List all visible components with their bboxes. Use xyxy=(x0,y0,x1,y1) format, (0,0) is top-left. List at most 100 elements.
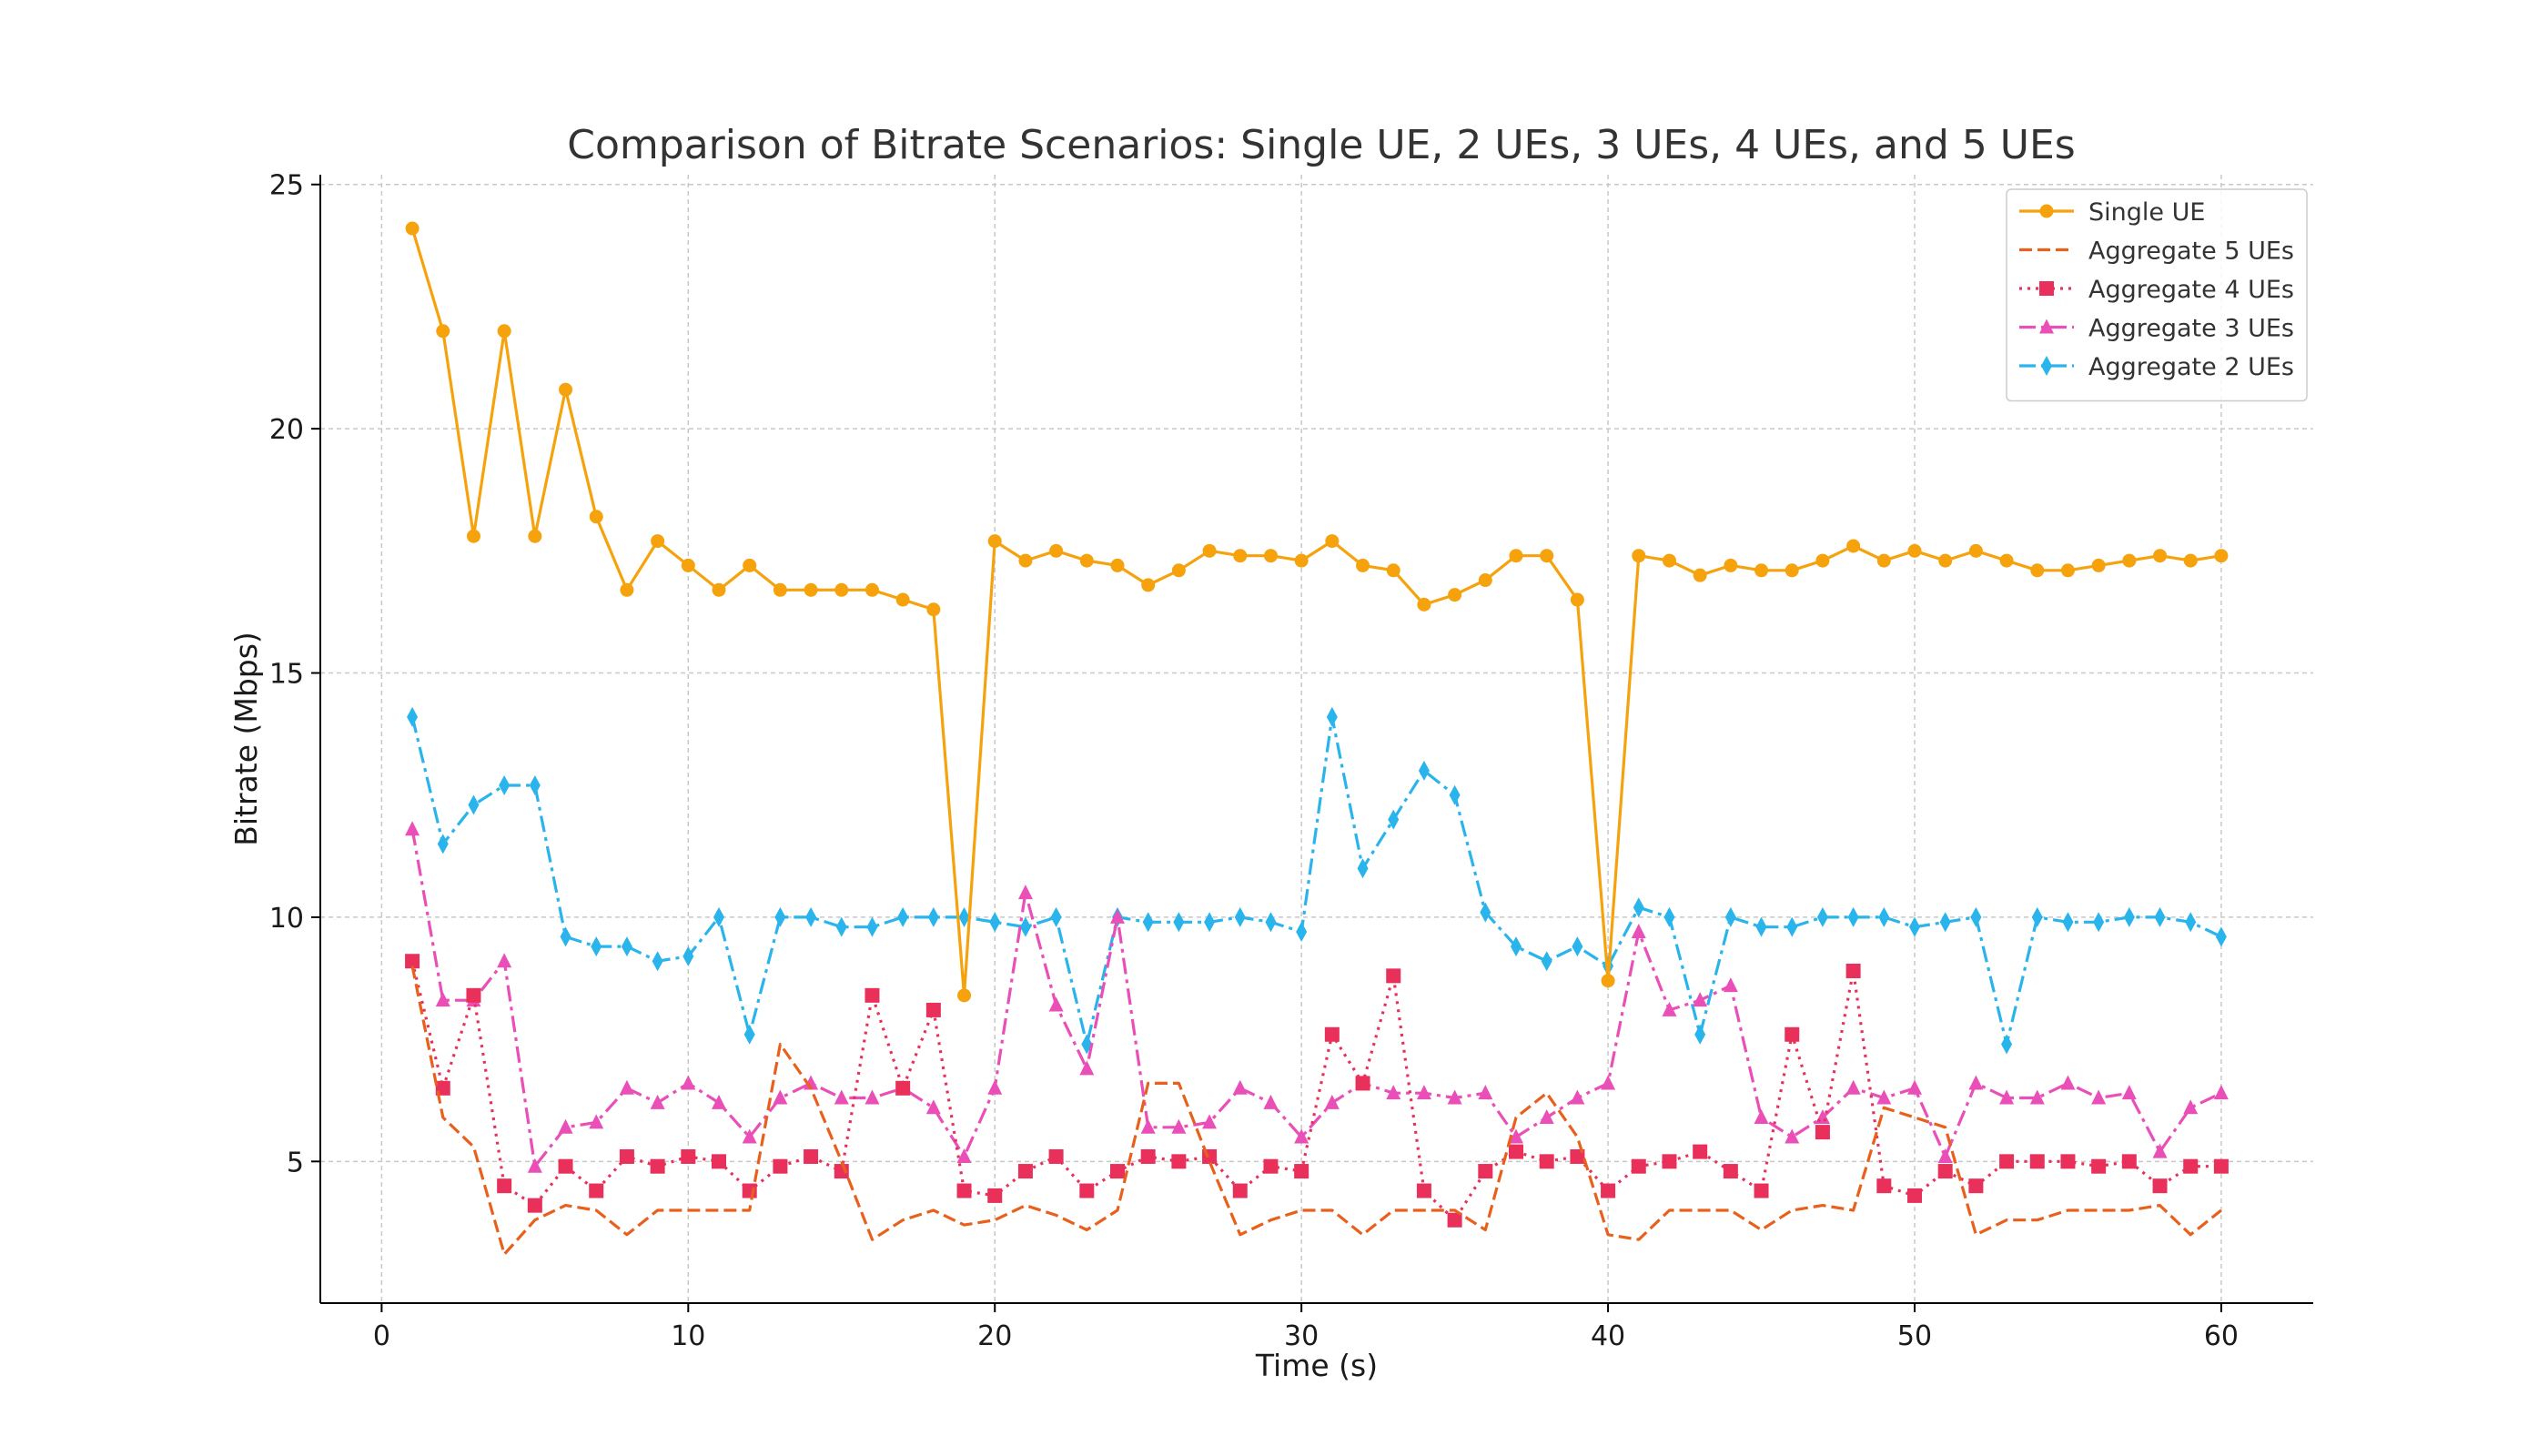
data-point xyxy=(895,592,910,607)
data-point xyxy=(1141,578,1156,592)
data-point xyxy=(2029,1089,2045,1105)
data-point xyxy=(2215,926,2227,947)
y-tick-label: 20 xyxy=(269,414,304,446)
data-point xyxy=(2213,1085,2229,1100)
data-point xyxy=(1234,906,1246,927)
data-point xyxy=(1142,912,1154,933)
data-point xyxy=(773,582,787,597)
data-point xyxy=(2091,558,2106,572)
data-point xyxy=(774,906,786,927)
data-point xyxy=(1447,1212,1462,1228)
legend-item: Aggregate 2 UEs xyxy=(2019,353,2294,381)
y-axis-label: Bitrate (Mbps) xyxy=(228,632,264,846)
data-point xyxy=(1050,906,1062,927)
data-point xyxy=(560,926,571,947)
x-tick-label: 0 xyxy=(373,1320,390,1352)
data-point xyxy=(987,1188,1003,1203)
legend-marker xyxy=(2039,318,2054,334)
data-point xyxy=(773,1158,788,1174)
data-point xyxy=(651,534,665,549)
data-point xyxy=(1633,897,1644,918)
data-point xyxy=(1511,936,1522,957)
data-point xyxy=(1968,1178,1984,1194)
data-point xyxy=(589,1183,604,1198)
data-point xyxy=(2123,906,2135,927)
data-point xyxy=(834,1089,849,1105)
data-point xyxy=(1876,553,1891,568)
data-point xyxy=(558,1158,573,1174)
data-point xyxy=(743,558,757,572)
data-point xyxy=(1785,1026,1800,1042)
legend-label: Aggregate 4 UEs xyxy=(2088,276,2294,304)
data-point xyxy=(1999,1154,2015,1169)
data-point xyxy=(1110,1164,1125,1179)
data-point xyxy=(2185,912,2197,933)
data-point xyxy=(2091,1089,2107,1105)
data-point xyxy=(528,529,542,543)
data-point xyxy=(1662,1154,1677,1169)
x-tick-label: 50 xyxy=(1897,1320,1932,1352)
data-point xyxy=(1907,1188,1922,1203)
data-point xyxy=(1723,1164,1738,1179)
data-point xyxy=(1845,963,1861,978)
data-point xyxy=(713,906,724,927)
data-point xyxy=(1110,558,1125,572)
data-point xyxy=(2183,553,2198,568)
data-point xyxy=(864,1089,880,1105)
series-line xyxy=(410,960,2221,1222)
data-point xyxy=(1937,1164,1953,1179)
data-point xyxy=(650,1158,665,1174)
data-point xyxy=(1263,1094,1279,1109)
data-point xyxy=(1324,1094,1340,1109)
data-point xyxy=(1572,936,1583,957)
data-point xyxy=(1570,1089,1585,1105)
data-point xyxy=(1386,563,1400,578)
y-tick-label: 15 xyxy=(269,659,304,691)
y-tick-label: 5 xyxy=(287,1147,304,1178)
data-point xyxy=(1140,1148,1156,1164)
series-aggregate-2-ues xyxy=(407,706,2227,1055)
series-line xyxy=(410,715,2222,1046)
data-point xyxy=(773,1089,788,1105)
data-point xyxy=(1968,543,1983,558)
data-point xyxy=(866,916,878,937)
data-point xyxy=(742,1183,757,1198)
data-point xyxy=(1570,592,1584,607)
data-point xyxy=(987,534,1002,549)
x-axis-ticks: 0 10 20 30 40 50 60 xyxy=(373,1303,2239,1352)
data-point xyxy=(1018,553,1033,568)
data-point xyxy=(742,1128,757,1144)
data-point xyxy=(2060,1154,2076,1169)
data-point xyxy=(1509,1144,1523,1159)
data-point xyxy=(435,992,450,1007)
data-point xyxy=(681,1075,696,1090)
data-point xyxy=(804,1148,819,1164)
data-point xyxy=(1140,1118,1156,1134)
data-point xyxy=(957,988,972,1003)
data-point xyxy=(1876,1178,1892,1194)
data-point xyxy=(1417,597,1431,612)
plot-area xyxy=(405,221,2229,1256)
data-point xyxy=(805,906,817,927)
data-point xyxy=(2031,906,2043,927)
data-point xyxy=(1539,1154,1554,1169)
data-point xyxy=(2122,553,2137,568)
data-point xyxy=(1294,553,1309,568)
data-point xyxy=(559,382,573,397)
data-point xyxy=(1939,912,1951,933)
legend-item: Single UE xyxy=(2019,198,2205,227)
data-point xyxy=(619,1148,634,1164)
data-point xyxy=(712,1154,726,1169)
data-point xyxy=(1356,558,1370,572)
data-point xyxy=(1171,563,1186,578)
data-point xyxy=(1017,1164,1033,1179)
data-point xyxy=(1416,1183,1431,1198)
data-point xyxy=(743,1024,755,1045)
data-point xyxy=(1478,573,1492,588)
data-point xyxy=(591,936,602,957)
data-point xyxy=(1048,996,1064,1012)
data-point xyxy=(682,945,694,966)
series-aggregate-3-ues xyxy=(405,821,2229,1173)
data-point xyxy=(895,1080,911,1096)
